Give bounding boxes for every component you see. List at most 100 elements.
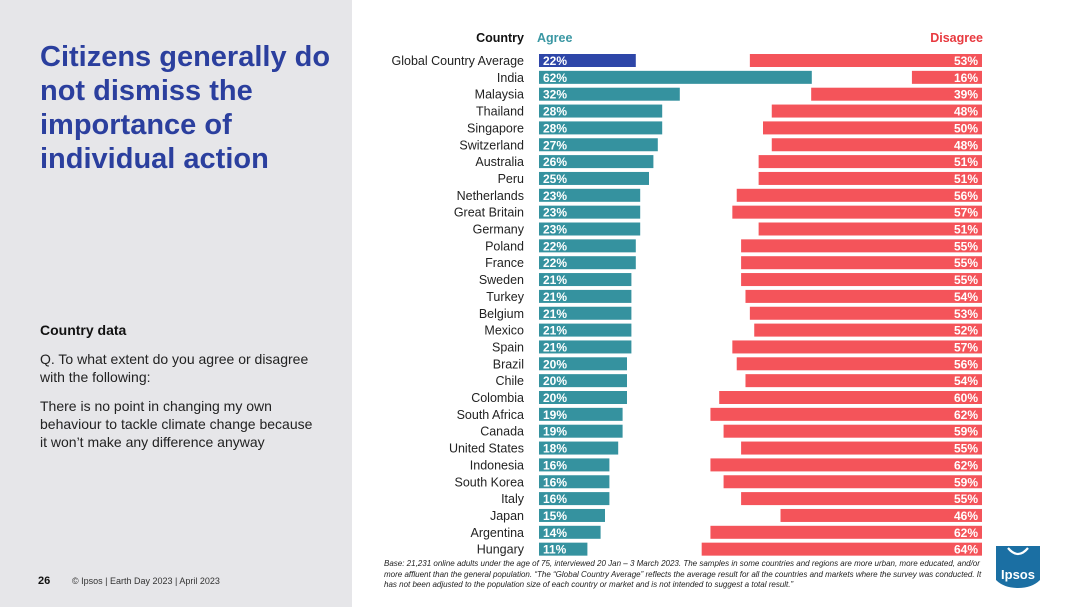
agree-value-label: 18% [543,442,567,456]
disagree-bar [710,407,982,421]
agree-bar [539,458,610,472]
agree-value-label: 21% [543,340,567,354]
agree-value-label: 16% [543,475,567,489]
disagree-value-label: 62% [954,458,978,472]
agree-value-label: 21% [543,290,567,304]
category-label: Singapore [467,121,524,135]
disagree-value-label: 46% [954,509,978,523]
disagree-bar [723,424,982,438]
category-label: Spain [492,340,524,354]
agree-value-label: 23% [543,189,567,203]
disagree-bar [741,273,982,287]
category-label: Colombia [471,391,524,405]
agree-bar [539,155,654,169]
agree-bar [539,239,636,253]
disagree-value-label: 55% [954,442,978,456]
disagree-bar [741,492,982,506]
disagree-value-label: 16% [954,71,978,85]
base-note: Base: 21,231 online adults under the age… [384,559,982,589]
disagree-bar [811,87,982,101]
category-label: Global Country Average [392,54,525,68]
disagree-bar [701,542,982,556]
disagree-value-label: 57% [954,340,978,354]
disagree-value-label: 48% [954,105,978,119]
agree-bar [539,407,623,421]
disagree-value-label: 53% [954,307,978,321]
agree-value-label: 20% [543,391,567,405]
category-label: Hungary [477,543,525,557]
agree-value-label: 19% [543,425,567,439]
agree-value-label: 16% [543,492,567,506]
disagree-bar [741,441,982,455]
category-label: Chile [496,374,525,388]
category-label: South Korea [455,475,525,489]
agree-value-label: 23% [543,223,567,237]
agree-value-label: 23% [543,206,567,220]
disagree-bar [741,256,982,270]
agree-bar [539,357,627,371]
disagree-bar [710,525,982,539]
left-panel [0,0,352,607]
disagree-bar [736,188,982,202]
diverging-bar-chart: Country Agree Disagree Global Country Avera… [392,31,984,557]
disagree-bar [719,391,982,404]
agree-value-label: 62% [543,71,567,85]
agree-bar [539,475,610,489]
disagree-value-label: 60% [954,391,978,405]
agree-bar [539,374,627,388]
disagree-value-label: 51% [954,155,978,169]
agree-value-label: 19% [543,408,567,422]
disagree-bar [754,323,982,337]
agree-bar [539,104,663,118]
agree-bar [539,138,658,152]
agree-value-label: 28% [543,105,567,119]
agree-value-label: 16% [543,458,567,472]
disagree-bar [758,222,982,236]
disagree-value-label: 55% [954,256,978,270]
disagree-value-label: 55% [954,492,978,506]
agree-value-label: 22% [543,54,567,68]
agree-value-label: 28% [543,121,567,135]
category-label: Japan [490,509,524,523]
agree-value-label: 26% [543,155,567,169]
category-label: Belgium [479,307,524,321]
agree-bar [539,87,680,101]
category-label: France [485,256,524,270]
agree-value-label: 11% [543,543,567,557]
disagree-value-label: 54% [954,374,978,388]
category-label: United States [449,442,524,456]
disagree-bar [745,289,982,303]
disagree-value-label: 62% [954,408,978,422]
ipsos-logo: Ipsos [996,546,1040,588]
agree-bar [539,171,649,185]
disagree-bar [780,508,982,522]
disagree-value-label: 64% [954,543,978,557]
disagree-bar [749,54,982,67]
disagree-bar [771,104,982,118]
agree-bar [539,70,812,84]
survey-question: Q. To what extent do you agree or disagr… [40,351,309,385]
agree-value-label: 32% [543,88,567,102]
ipsos-logo-text: Ipsos [1001,567,1035,582]
agree-value-label: 21% [543,324,567,338]
category-label: Australia [475,155,524,169]
disagree-bar [723,475,982,489]
agree-bar [539,222,641,236]
section-title: Country data [40,322,127,338]
agree-value-label: 20% [543,357,567,371]
disagree-value-label: 39% [954,88,978,102]
agree-bar [539,525,601,539]
category-label: India [497,71,524,85]
agree-value-label: 14% [543,526,567,540]
disagree-bar [736,357,982,371]
page-number: 26 [38,575,51,587]
category-label: Great Britain [454,206,524,220]
agree-bar [539,188,641,202]
category-label: South Africa [457,408,524,422]
agree-value-label: 20% [543,374,567,388]
disagree-bar [763,121,982,135]
agree-bar [539,441,619,455]
agree-bar [539,289,632,303]
agree-bar [539,391,627,404]
category-label: Switzerland [459,138,524,152]
